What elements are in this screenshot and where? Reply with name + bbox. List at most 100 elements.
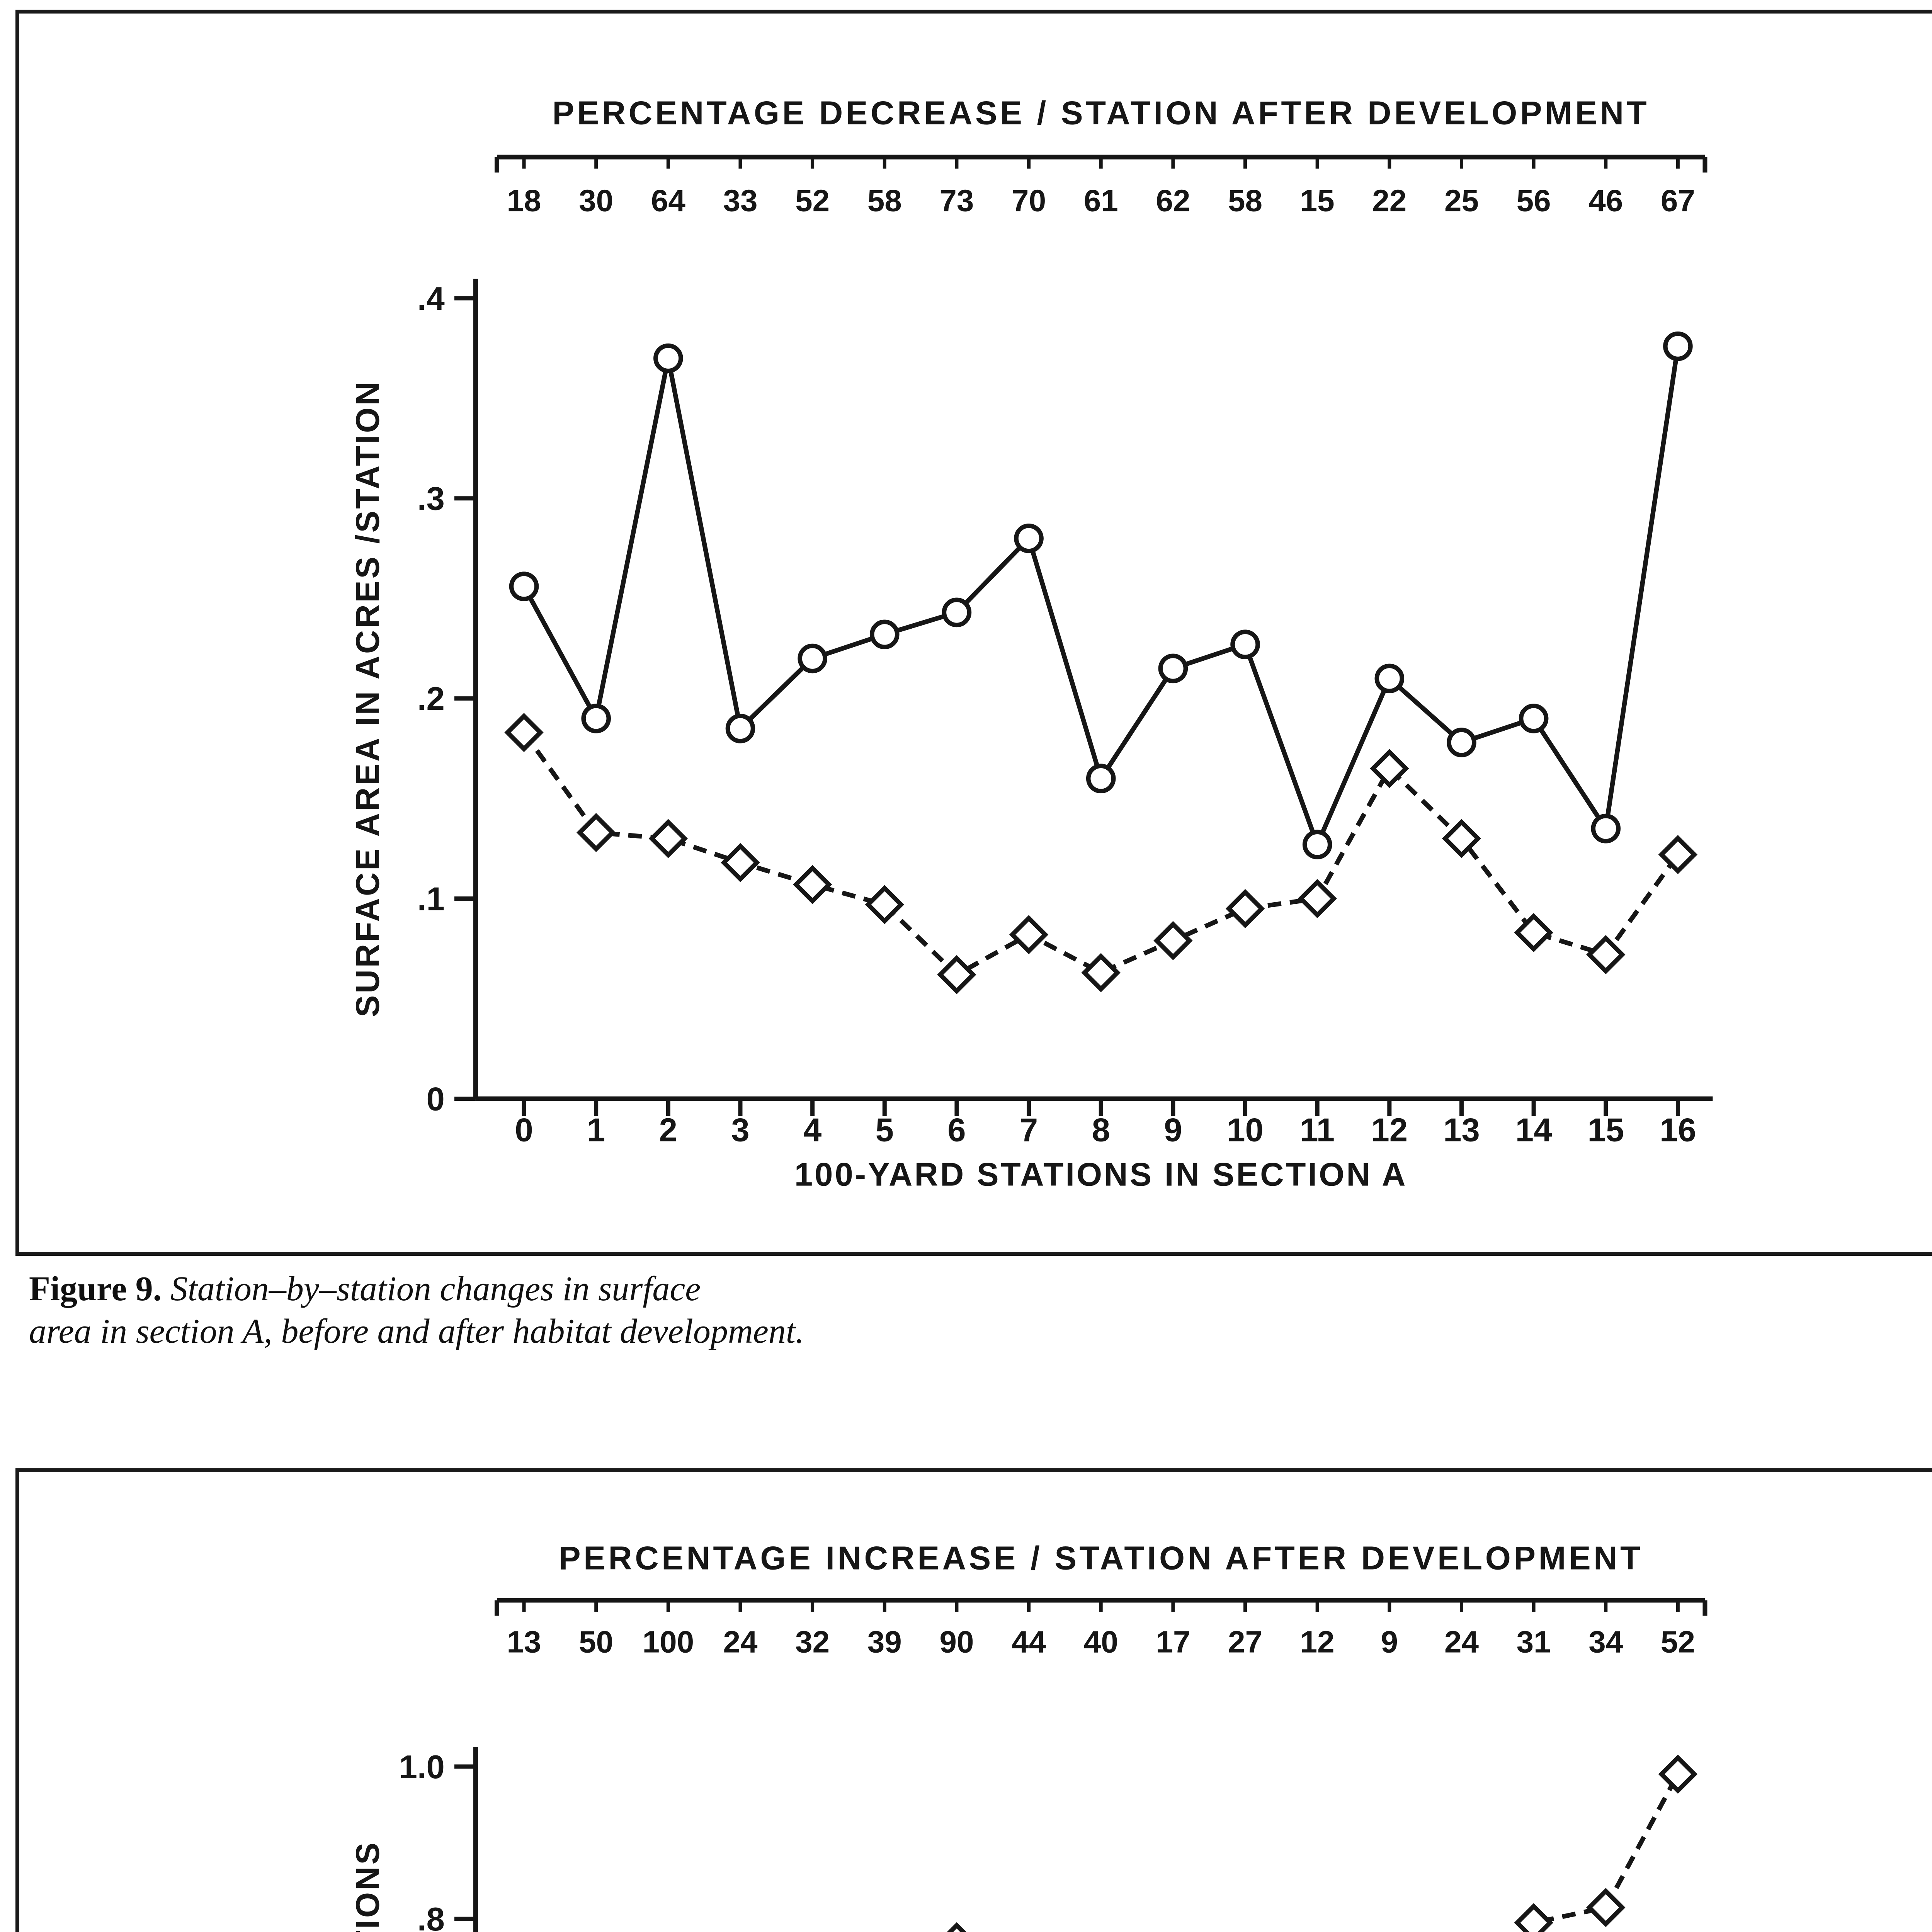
y-tick-label: .3 [417, 481, 445, 517]
diamond-marker [1153, 921, 1193, 960]
top-scale-value: 52 [795, 184, 830, 218]
diamond-marker [648, 819, 688, 858]
circle-marker [1014, 524, 1044, 553]
figure10-chart: PERCENTAGE INCREASE / STATION AFTER DEVE… [350, 1540, 1708, 1932]
circle-marker [1663, 331, 1693, 361]
x-tick-label: 13 [1443, 1112, 1480, 1149]
x-tick-label: 7 [1020, 1112, 1038, 1149]
x-tick-label: 4 [803, 1112, 821, 1149]
circle-marker [1086, 764, 1116, 794]
circle-marker [942, 597, 972, 628]
circle-marker [725, 714, 755, 743]
series-diamond [504, 713, 1698, 995]
top-scale-value: 44 [1012, 1625, 1046, 1659]
diamond-marker [1514, 1903, 1553, 1932]
y-tick-label: .1 [417, 881, 445, 918]
circle-marker [869, 619, 900, 650]
x-tick-label: 9 [1164, 1112, 1182, 1149]
top-scale-value: 13 [507, 1625, 541, 1659]
x-tick-label: 0 [515, 1112, 533, 1149]
series-circle [509, 331, 1693, 859]
top-scale-value: 25 [1444, 184, 1479, 218]
circle-marker [1158, 653, 1188, 684]
circle-marker [1591, 813, 1621, 844]
top-scale-value: 46 [1588, 184, 1623, 218]
y-tick-label: 0 [427, 1081, 445, 1117]
diamond-marker [1658, 1754, 1698, 1794]
top-scale-title: PERCENTAGE DECREASE / STATION AFTER DEVE… [552, 95, 1650, 131]
diamond-marker [937, 955, 976, 995]
circle-marker [1447, 728, 1476, 757]
diamond-marker [947, 1922, 967, 1932]
figure9-caption-line1: Figure 9. Station–by–station changes in … [29, 1269, 701, 1308]
top-scale-value: 52 [1661, 1625, 1695, 1659]
top-scale-value: 90 [939, 1625, 974, 1659]
top-scale-value: 27 [1228, 1625, 1262, 1659]
diamond-marker [1586, 935, 1626, 975]
top-scale-value: 100 [643, 1625, 694, 1659]
circle-marker [581, 704, 611, 733]
x-tick-label: 12 [1371, 1112, 1408, 1149]
diamond-marker [721, 843, 760, 882]
y-axis-label: SURFACE AREA IN ACRES /STATION [350, 380, 386, 1017]
diamond-marker [1298, 879, 1337, 918]
top-scale-value: 56 [1517, 184, 1551, 218]
diamond-marker [1514, 913, 1553, 952]
figure9-chart: PERCENTAGE DECREASE / STATION AFTER DEVE… [350, 95, 1713, 1193]
top-scale: 13 50 100 24 32 39 90 44 40 17 27 12 9 24 31 34 52 [494, 1598, 1708, 1659]
diamond-marker [793, 865, 832, 904]
top-scale-value: 64 [651, 184, 686, 218]
x-tick-label: 2 [659, 1112, 677, 1149]
top-scale-value: 9 [1381, 1625, 1398, 1659]
x-tick-label: 11 [1300, 1112, 1335, 1149]
top-scale-value: 50 [579, 1625, 613, 1659]
axes: 0.2.4.6.81.0012345678910111213141516 [399, 1747, 478, 1932]
y-axis-label: MEAN DEPTH (FEET) OF STATIONS [350, 1841, 386, 1932]
y-tick-label: 1.0 [399, 1749, 445, 1786]
figure9-panel: PERCENTAGE DECREASE / STATION AFTER DEVE… [15, 10, 1932, 1256]
top-scale-value: 18 [507, 184, 541, 218]
x-tick-label: 8 [1092, 1112, 1110, 1149]
y-tick-label: .8 [417, 1901, 445, 1932]
figure9-caption-label: Figure 9. [29, 1269, 162, 1308]
diamond-marker [1009, 915, 1049, 954]
top-scale-value: 17 [1156, 1625, 1190, 1659]
x-tick-label: 3 [731, 1112, 749, 1149]
x-tick-label: 16 [1660, 1112, 1696, 1149]
top-scale-value: 24 [1444, 1625, 1479, 1659]
y-tick-label: .4 [417, 281, 445, 317]
top-scale-value: 15 [1300, 184, 1335, 218]
top-scale-value: 73 [939, 184, 974, 218]
top-scale-value: 62 [1156, 184, 1190, 218]
x-tick-label: 6 [947, 1112, 966, 1149]
diamond-marker [1370, 749, 1409, 788]
axes: 0.1.2.3.40 1 2 3 4 5 6 7 8 9 10 11 12 13 14 15 16 [417, 279, 1713, 1149]
diamond-marker [1586, 1888, 1626, 1927]
x-tick-label: 1 [587, 1112, 605, 1149]
circle-marker [1374, 663, 1405, 694]
top-scale-value: 22 [1372, 184, 1406, 218]
top-scale-value: 30 [579, 184, 613, 218]
top-scale: 18 30 64 33 52 58 73 70 61 62 58 15 22 25 56 46 67 [494, 155, 1708, 218]
x-axis-label: 100-YARD STATIONS IN SECTION A [794, 1156, 1408, 1193]
top-scale-value: 12 [1300, 1625, 1335, 1659]
top-scale-value: 40 [1084, 1625, 1118, 1659]
circle-marker [798, 643, 827, 673]
series-diamond [947, 1754, 1698, 1932]
figure9-caption: Figure 9. Station–by–station changes in … [29, 1267, 1536, 1352]
top-scale-value: 34 [1588, 1625, 1623, 1659]
top-scale-value: 39 [867, 1625, 902, 1659]
circle-marker [1230, 629, 1260, 660]
x-tick-label: 5 [876, 1112, 894, 1149]
x-tick-label: 10 [1227, 1112, 1264, 1149]
top-scale-value: 70 [1012, 184, 1046, 218]
circle-marker [653, 343, 683, 373]
top-scale-value: 24 [723, 1625, 758, 1659]
top-scale-value: 32 [795, 1625, 830, 1659]
top-scale-value: 61 [1084, 184, 1118, 218]
x-tick-label: 15 [1587, 1112, 1624, 1149]
diamond-marker [504, 713, 544, 752]
circle-marker [1302, 830, 1332, 859]
top-scale-value: 58 [1228, 184, 1262, 218]
